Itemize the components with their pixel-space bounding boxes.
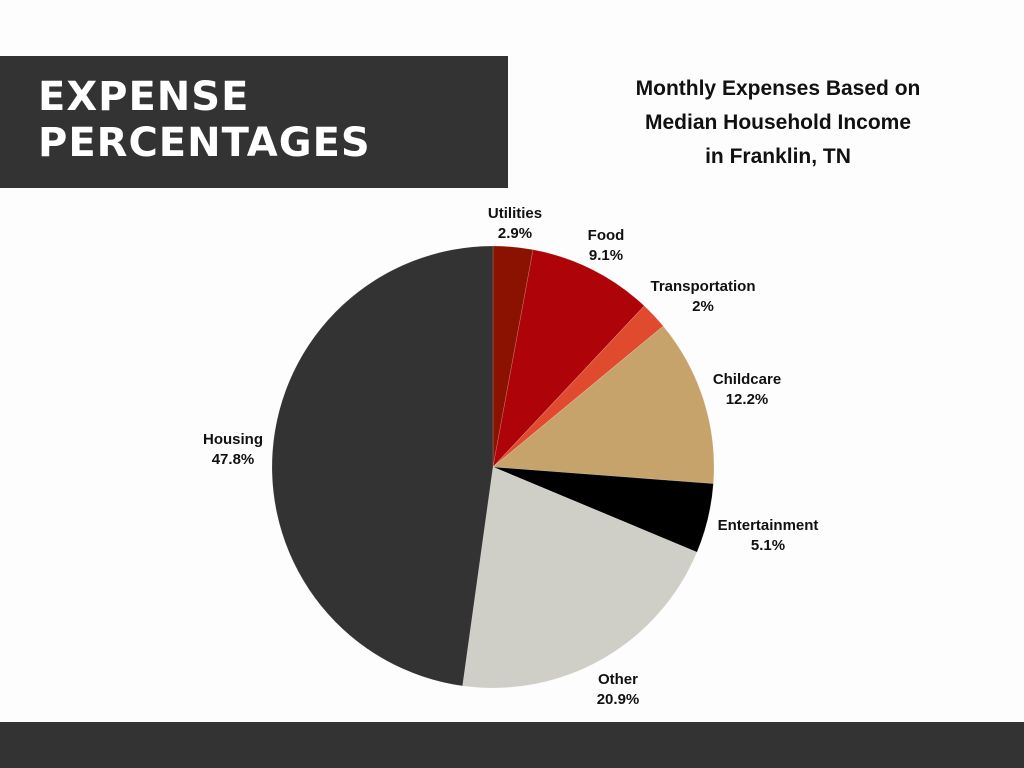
- pie-slice-childcare: [492, 325, 715, 484]
- pie-slice-utilities: [492, 245, 534, 468]
- pie-slice-housing: [271, 245, 494, 687]
- banner-title: EXPENSE PERCENTAGES: [38, 74, 371, 166]
- slice-value-childcare: 12.2%: [726, 391, 769, 408]
- slice-label-food: Food: [588, 227, 625, 244]
- slice-label-transportation: Transportation: [650, 278, 755, 295]
- slice-value-housing: 47.8%: [212, 451, 255, 468]
- chart-title-line-1: Monthly Expenses Based on: [635, 77, 921, 100]
- pie-slice-transportation: [492, 305, 664, 468]
- chart-title: Monthly Expenses Based on Median Househo…: [578, 72, 978, 174]
- footer-bar: [0, 722, 1024, 768]
- slice-label-childcare: Childcare: [713, 371, 781, 388]
- pie-slice-entertainment: [492, 466, 714, 553]
- banner-line-1: EXPENSE: [38, 74, 250, 120]
- pie-slice-food: [492, 249, 645, 468]
- slice-value-other: 20.9%: [597, 691, 640, 708]
- pie-slice-other: [462, 466, 698, 689]
- slice-label-entertainment: Entertainment: [718, 517, 819, 534]
- slice-value-utilities: 2.9%: [498, 225, 532, 242]
- slice-value-food: 9.1%: [589, 247, 623, 264]
- chart-title-line-3: in Franklin, TN: [705, 145, 851, 168]
- banner-line-2: PERCENTAGES: [38, 120, 371, 166]
- slice-value-transportation: 2%: [692, 298, 714, 315]
- slice-value-entertainment: 5.1%: [751, 537, 785, 554]
- slice-label-utilities: Utilities: [488, 205, 542, 222]
- slice-label-other: Other: [598, 671, 638, 688]
- slice-label-housing: Housing: [203, 431, 263, 448]
- title-banner: EXPENSE PERCENTAGES: [0, 56, 508, 188]
- chart-title-line-2: Median Household Income: [644, 111, 912, 134]
